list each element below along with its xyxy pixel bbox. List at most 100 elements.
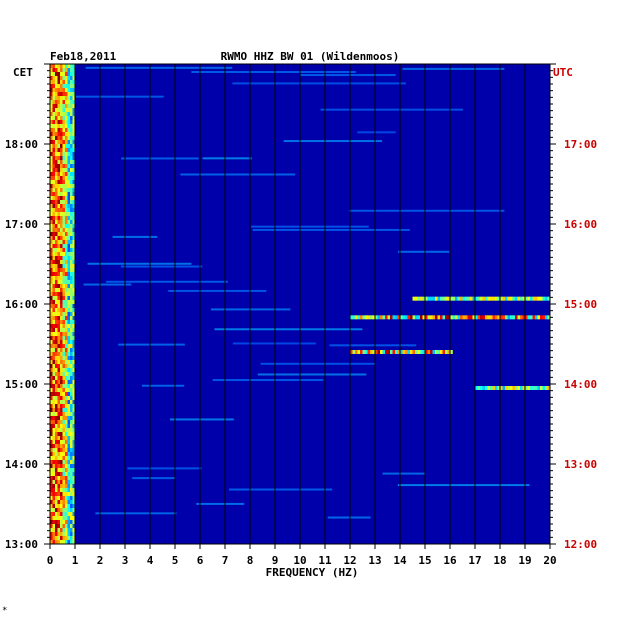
heatmap-cell <box>57 64 61 68</box>
heatmap-cell <box>67 444 71 448</box>
heatmap-cell <box>62 464 66 468</box>
heatmap-cell <box>72 284 76 288</box>
heatmap-cell <box>65 328 68 332</box>
heatmap-streak <box>118 343 185 346</box>
heatmap-cell <box>527 296 531 301</box>
heatmap-cell <box>52 324 56 328</box>
x-tick-label: 7 <box>222 554 229 567</box>
heatmap-cell <box>52 352 56 356</box>
heatmap-cell <box>52 456 56 460</box>
heatmap-cell <box>65 76 68 80</box>
heatmap-cell <box>70 208 73 212</box>
heatmap-cell <box>65 348 68 352</box>
heatmap-cell <box>60 232 63 236</box>
heatmap-cell <box>395 315 398 320</box>
heatmap-cell <box>365 315 368 320</box>
heatmap-cell <box>65 256 68 260</box>
heatmap-cell <box>60 132 63 136</box>
heatmap-cell <box>65 64 68 68</box>
heatmap-cell <box>65 380 68 384</box>
heatmap-cell <box>60 364 63 368</box>
heatmap-cell <box>52 112 56 116</box>
heatmap-cell <box>65 84 68 88</box>
heatmap-cell <box>70 324 73 328</box>
heatmap-streak <box>382 472 426 475</box>
heatmap-cell <box>72 448 76 452</box>
heatmap-cell <box>67 208 71 212</box>
heatmap-cell <box>62 400 66 404</box>
heatmap-cell <box>57 428 61 432</box>
cet-axis: 18:00 17:00 16:00 15:00 14:00 13:00 <box>5 63 50 551</box>
heatmap-cell <box>60 260 63 264</box>
heatmap-cell <box>62 200 66 204</box>
x-tick-label: 2 <box>97 554 104 567</box>
heatmap-cell <box>52 300 56 304</box>
heatmap-cell <box>72 296 76 300</box>
heatmap-cell <box>67 336 71 340</box>
heatmap-cell <box>350 350 353 354</box>
heatmap-cell <box>60 540 63 544</box>
heatmap-cell <box>55 220 58 224</box>
heatmap-cell <box>72 472 76 476</box>
heatmap-cell <box>57 396 61 400</box>
heatmap-cell <box>57 448 61 452</box>
heatmap-cell <box>57 220 61 224</box>
heatmap-cell <box>507 315 511 320</box>
heatmap-cell <box>60 212 63 216</box>
heatmap-streak <box>202 157 252 160</box>
heatmap-cell <box>67 252 71 256</box>
heatmap-cell <box>57 300 61 304</box>
heatmap-cell <box>60 380 63 384</box>
heatmap-cell <box>70 140 73 144</box>
heatmap-cell <box>52 504 56 508</box>
heatmap-cell <box>525 296 528 301</box>
heatmap-cell <box>62 348 66 352</box>
heatmap-cell <box>62 536 66 540</box>
heatmap-cell <box>50 484 53 488</box>
heatmap-cell <box>72 404 76 408</box>
heatmap-cell <box>420 350 423 354</box>
heatmap-streak <box>329 344 417 347</box>
heatmap-cell <box>67 360 71 364</box>
x-tick-label: 9 <box>272 554 279 567</box>
heatmap-cell <box>72 408 76 412</box>
heatmap-cell <box>67 408 71 412</box>
heatmap-cell <box>72 352 76 356</box>
heatmap-cell <box>515 386 518 390</box>
heatmap-cell <box>57 328 61 332</box>
heatmap-cell <box>62 64 66 68</box>
heatmap-cell <box>52 440 56 444</box>
heatmap-cell <box>515 315 518 320</box>
heatmap-cell <box>62 236 66 240</box>
heatmap-cell <box>50 140 53 144</box>
heatmap-cell <box>500 296 503 301</box>
heatmap-cell <box>55 88 58 92</box>
heatmap-cell <box>57 404 61 408</box>
heatmap-cell <box>60 440 63 444</box>
heatmap-cell <box>65 452 68 456</box>
heatmap-cell <box>62 472 66 476</box>
heatmap-cell <box>430 296 433 301</box>
heatmap-cell <box>72 432 76 436</box>
heatmap-cell <box>70 364 73 368</box>
heatmap-cell <box>50 508 53 512</box>
heatmap-cell <box>65 336 68 340</box>
heatmap-cell <box>50 364 53 368</box>
heatmap-cell <box>425 296 428 301</box>
heatmap-cell <box>50 220 53 224</box>
heatmap-cell <box>67 496 71 500</box>
heatmap-cell <box>50 412 53 416</box>
heatmap-cell <box>62 216 66 220</box>
heatmap-cell <box>55 244 58 248</box>
heatmap-cell <box>62 296 66 300</box>
heatmap-cell <box>50 380 53 384</box>
heatmap-cell <box>52 432 56 436</box>
heatmap-cell <box>50 328 53 332</box>
heatmap-cell <box>72 212 76 216</box>
heatmap-cell <box>55 488 58 492</box>
heatmap-cell <box>62 224 66 228</box>
heatmap-cell <box>67 404 71 408</box>
heatmap-cell <box>62 340 66 344</box>
heatmap-cell <box>67 196 71 200</box>
